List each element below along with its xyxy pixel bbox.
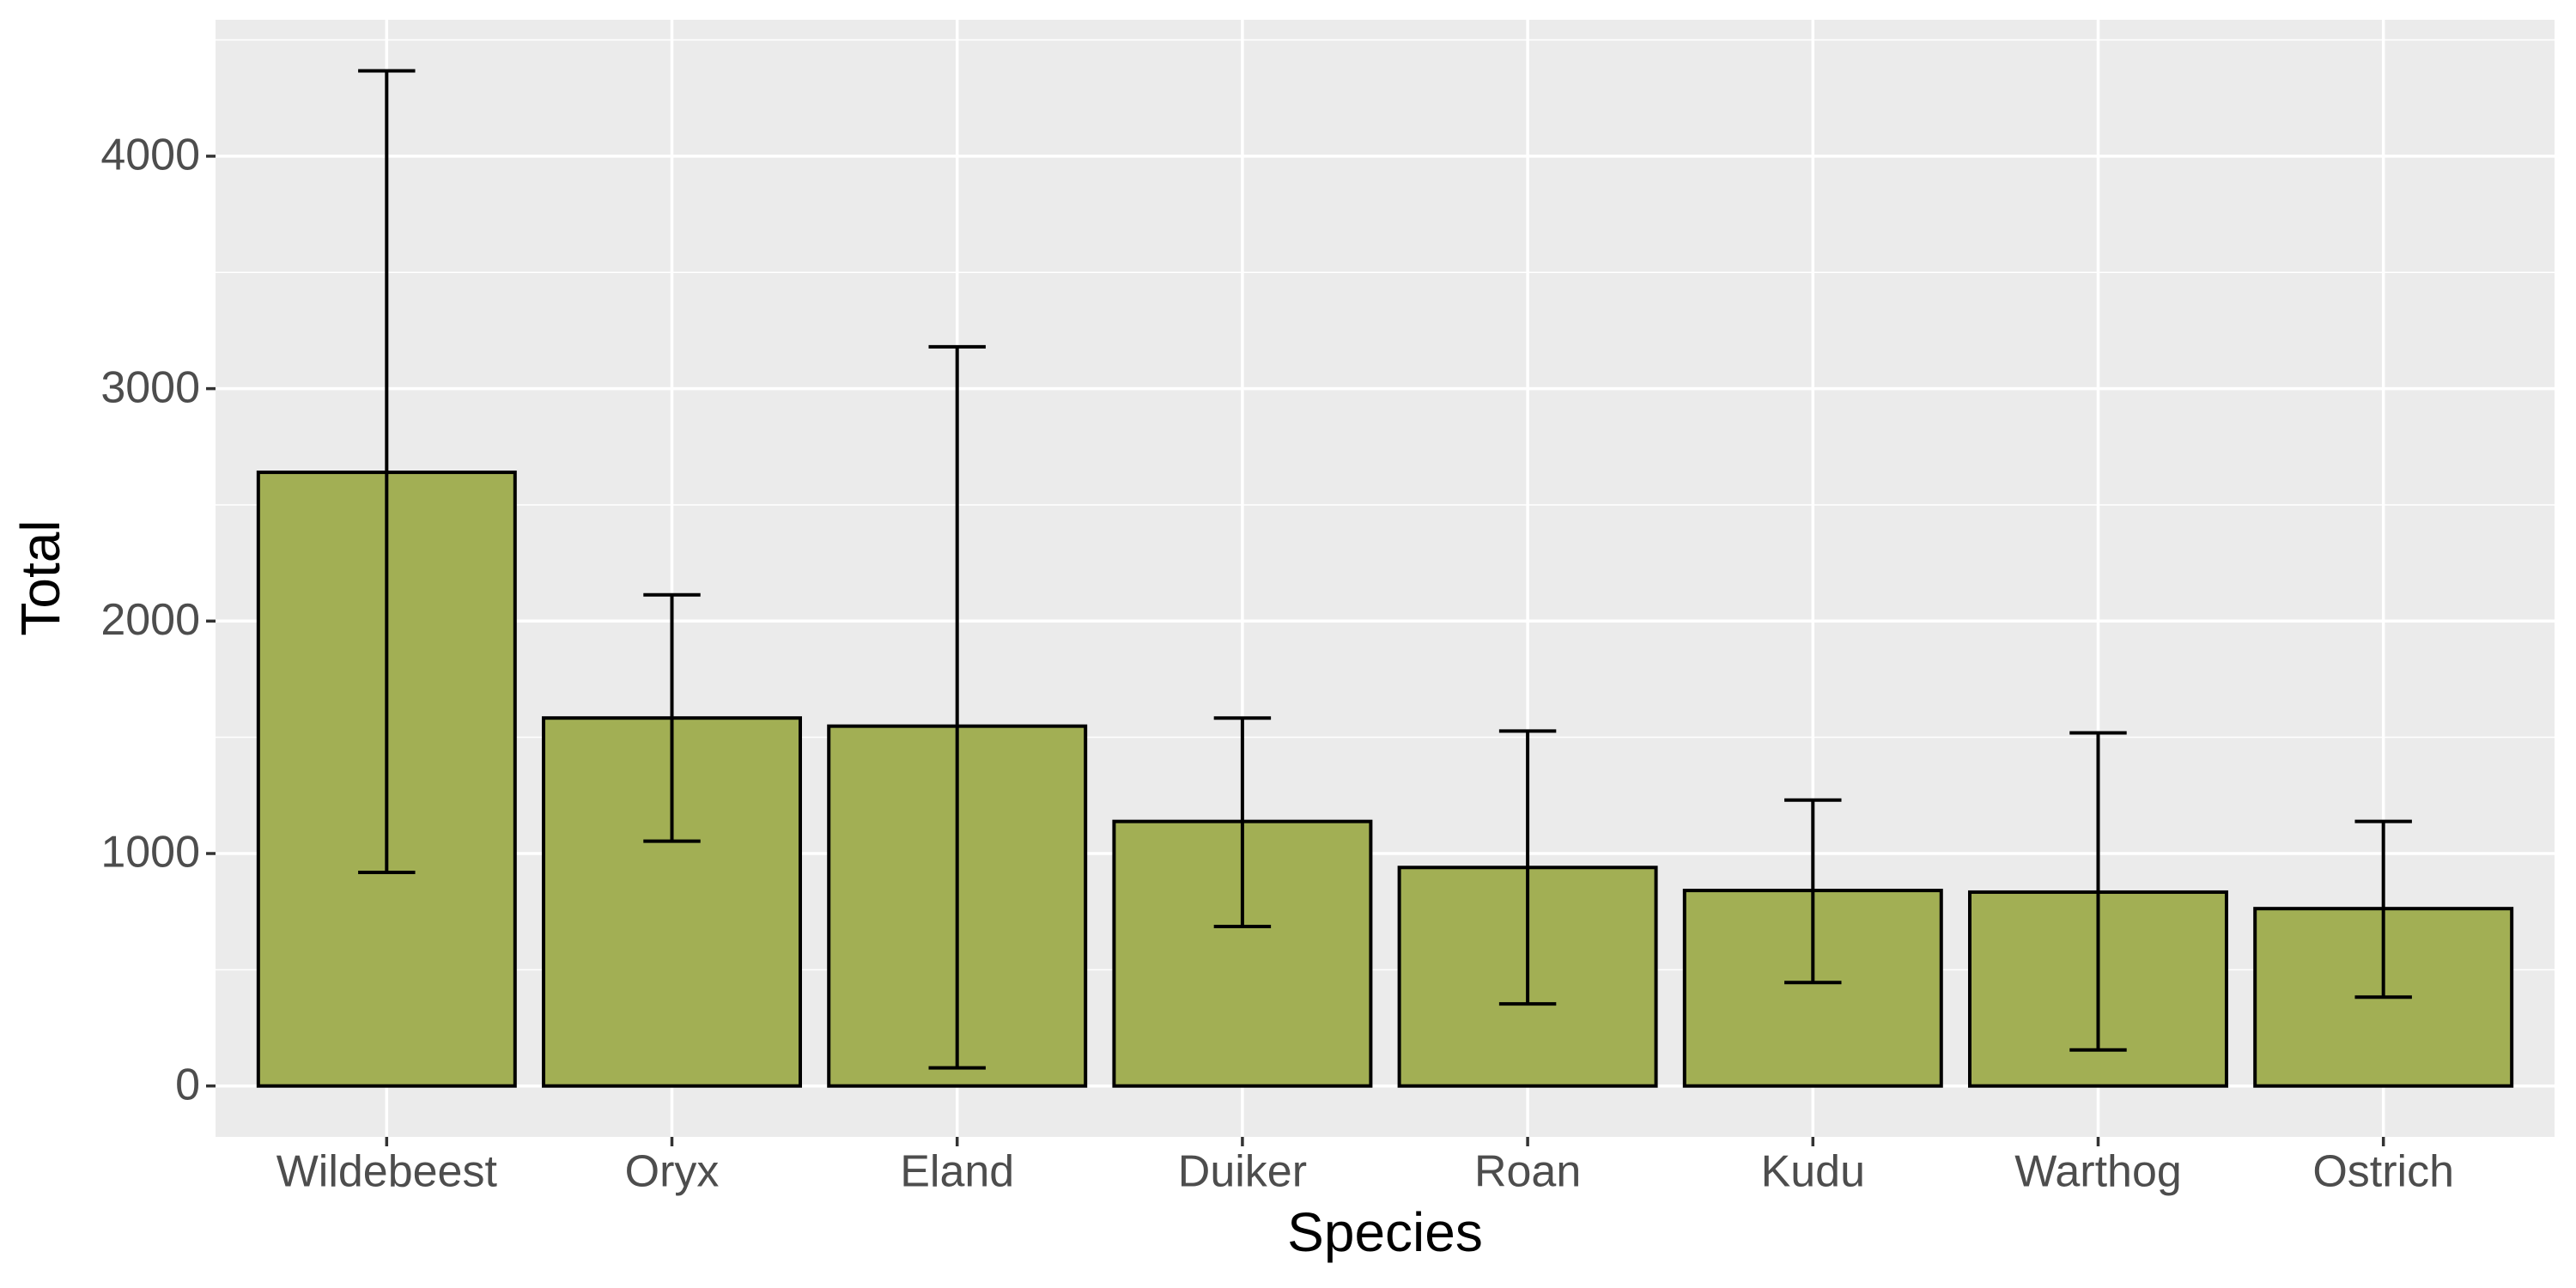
x-tick-label: Kudu (1761, 1147, 1865, 1197)
y-axis-title: Total (9, 519, 71, 635)
y-tick-label: 3000 (100, 362, 200, 412)
y-tick-label: 4000 (100, 131, 200, 180)
y-tick-label: 1000 (100, 828, 200, 878)
y-tick-label: 2000 (100, 595, 200, 645)
x-tick-label: Wildebeest (276, 1147, 498, 1197)
x-tick-label: Ostrich (2312, 1147, 2454, 1197)
x-axis-title: Species (1287, 1201, 1483, 1263)
x-tick-label: Warthog (2014, 1147, 2182, 1197)
x-tick-label: Oryx (625, 1147, 720, 1197)
x-tick-label: Eland (900, 1147, 1014, 1197)
y-tick-label: 0 (175, 1060, 200, 1109)
x-tick-label: Duiker (1178, 1147, 1307, 1197)
x-tick-label: Roan (1474, 1147, 1581, 1197)
marks (256, 69, 2514, 1088)
